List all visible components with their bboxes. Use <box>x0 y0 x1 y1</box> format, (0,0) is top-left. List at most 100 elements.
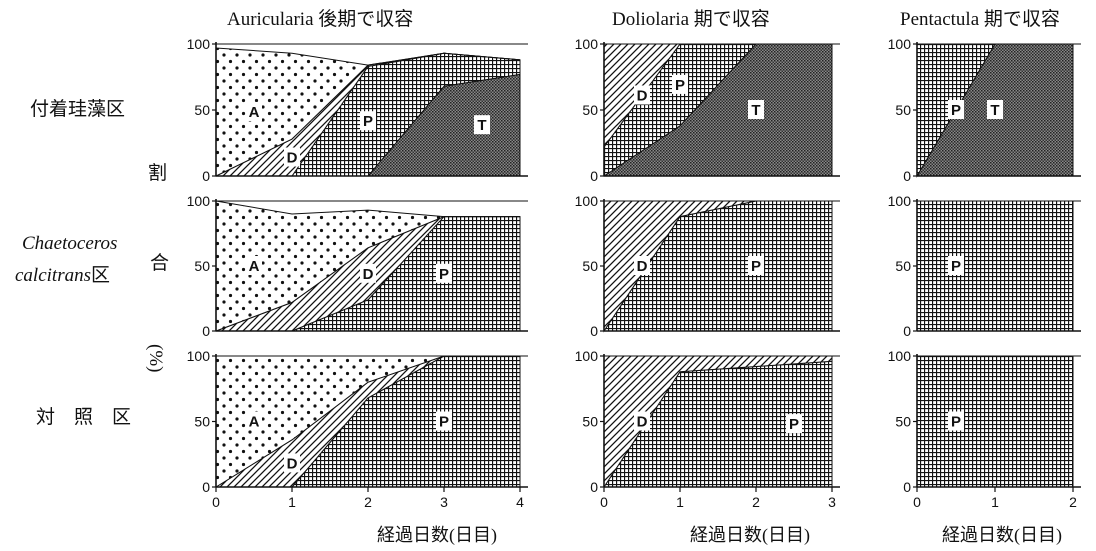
x-tick-label: 3 <box>828 494 836 510</box>
x-tick-label: 0 <box>600 494 608 510</box>
y-tick-label: 50 <box>582 258 598 274</box>
y-tick-label: 100 <box>888 193 912 209</box>
series-label-bg-T <box>987 100 1003 119</box>
y-tick-label: 50 <box>194 258 210 274</box>
y-tick-label: 100 <box>575 36 599 52</box>
ylabel-char-2: 合 <box>150 253 170 274</box>
column-title-pentactula: Pentactula 期で収容 <box>900 9 1060 30</box>
row-label-diatom: 付着珪藻区 <box>30 99 126 120</box>
series-label-bg-D <box>360 263 376 283</box>
series-label-A: A <box>249 104 260 121</box>
y-tick-label: 0 <box>590 168 598 184</box>
y-tick-label: 0 <box>903 168 911 184</box>
series-label-bg-P <box>436 411 452 431</box>
x-tick-label: 2 <box>364 494 372 510</box>
series-label-bg-A <box>246 256 262 275</box>
series-label-P: P <box>951 258 961 275</box>
y-tick-label: 0 <box>903 323 911 339</box>
series-label-bg-T <box>748 100 764 119</box>
series-label-D: D <box>287 150 298 167</box>
x-tick-label: 0 <box>913 494 921 510</box>
row-label-species: calcitrans <box>15 265 91 286</box>
y-tick-label: 100 <box>888 36 912 52</box>
series-label-D: D <box>637 414 648 431</box>
row-label-suffix: 区 <box>91 265 111 286</box>
panel-1: T P D A 0 50 100 <box>187 36 528 184</box>
x-tick-label: 1 <box>288 494 296 510</box>
series-label-bg-A <box>246 411 262 431</box>
series-label-T: T <box>477 117 486 134</box>
series-label-bg-T <box>474 115 490 135</box>
xlabel-col2: 経過日数(日目) <box>690 525 810 545</box>
y-tick-label: 50 <box>895 414 911 430</box>
series-label-P: P <box>363 113 373 130</box>
y-tick-label: 0 <box>202 168 210 184</box>
x-tick-label: 2 <box>752 494 760 510</box>
series-label-bg-P <box>436 263 452 283</box>
panel-8: P D 0 50 100 0 1 2 3 <box>575 348 840 510</box>
x-tick-label: 3 <box>440 494 448 510</box>
row-label-chaetoceros-line1: Chaetoceros <box>22 233 118 254</box>
series-label-P: P <box>751 258 761 275</box>
y-tick-label: 0 <box>202 479 210 495</box>
y-tick-label: 100 <box>888 348 912 364</box>
panel-5: P D 0 50 100 <box>575 193 840 339</box>
y-tick-label: 50 <box>582 414 598 430</box>
column-title-doliolaria: Doliolaria 期で収容 <box>612 9 770 30</box>
series-label-bg-A <box>246 101 262 121</box>
series-label-bg-P <box>948 411 964 431</box>
panel-6: P 0 50 100 <box>888 193 1081 339</box>
series-label-D: D <box>637 87 648 104</box>
y-tick-label: 50 <box>895 102 911 118</box>
y-tick-label: 100 <box>187 36 211 52</box>
area-P <box>916 355 1074 488</box>
x-tick-label: 1 <box>676 494 684 510</box>
y-tick-label: 100 <box>187 193 211 209</box>
series-label-P: P <box>951 102 961 119</box>
series-label-bg-P <box>786 414 802 434</box>
series-label-P: P <box>675 77 685 94</box>
series-label-P: P <box>789 416 799 433</box>
x-tick-label: 0 <box>212 494 220 510</box>
series-label-D: D <box>287 455 298 472</box>
row-label-chaetoceros-line2: calcitrans区 <box>15 260 110 287</box>
ylabel-char-1: 割 <box>148 163 168 184</box>
series-label-bg-D <box>634 256 650 275</box>
series-label-P: P <box>951 414 961 431</box>
panel-4: P D A 0 50 100 <box>187 193 528 339</box>
series-label-T: T <box>990 102 999 119</box>
y-tick-label: 50 <box>194 414 210 430</box>
area-A <box>215 47 521 177</box>
y-tick-label: 50 <box>895 258 911 274</box>
series-label-bg-P <box>948 100 964 119</box>
xlabel-col1: 経過日数(日目) <box>377 525 497 545</box>
y-tick-label: 100 <box>575 348 599 364</box>
series-label-bg-D <box>284 147 300 167</box>
series-label-P: P <box>439 266 449 283</box>
series-label-D: D <box>363 266 374 283</box>
y-tick-label: 0 <box>590 323 598 339</box>
panel-7: P D A 0 50 100 0 1 2 3 4 <box>187 348 528 510</box>
series-label-T: T <box>751 102 760 119</box>
xlabel-col3: 経過日数(日目) <box>942 525 1062 545</box>
x-tick-label: 2 <box>1069 494 1077 510</box>
series-label-bg-D <box>634 411 650 431</box>
series-label-bg-P <box>672 74 688 94</box>
y-tick-label: 0 <box>903 479 911 495</box>
y-tick-label: 100 <box>575 193 599 209</box>
y-tick-label: 50 <box>194 102 210 118</box>
series-label-A: A <box>249 258 260 275</box>
series-label-bg-P <box>360 111 376 131</box>
series-label-bg-D <box>634 85 650 105</box>
x-tick-label: 4 <box>516 494 524 510</box>
series-label-A: A <box>249 414 260 431</box>
panel-3: T P 0 50 100 <box>888 36 1081 184</box>
series-label-D: D <box>637 258 648 275</box>
column-title-auricularia: Auricularia 後期で収容 <box>227 9 414 30</box>
panel-2: T P D 0 50 100 <box>575 36 840 184</box>
y-tick-label: 100 <box>187 348 211 364</box>
series-label-bg-P <box>948 256 964 275</box>
area-P <box>916 200 1074 332</box>
